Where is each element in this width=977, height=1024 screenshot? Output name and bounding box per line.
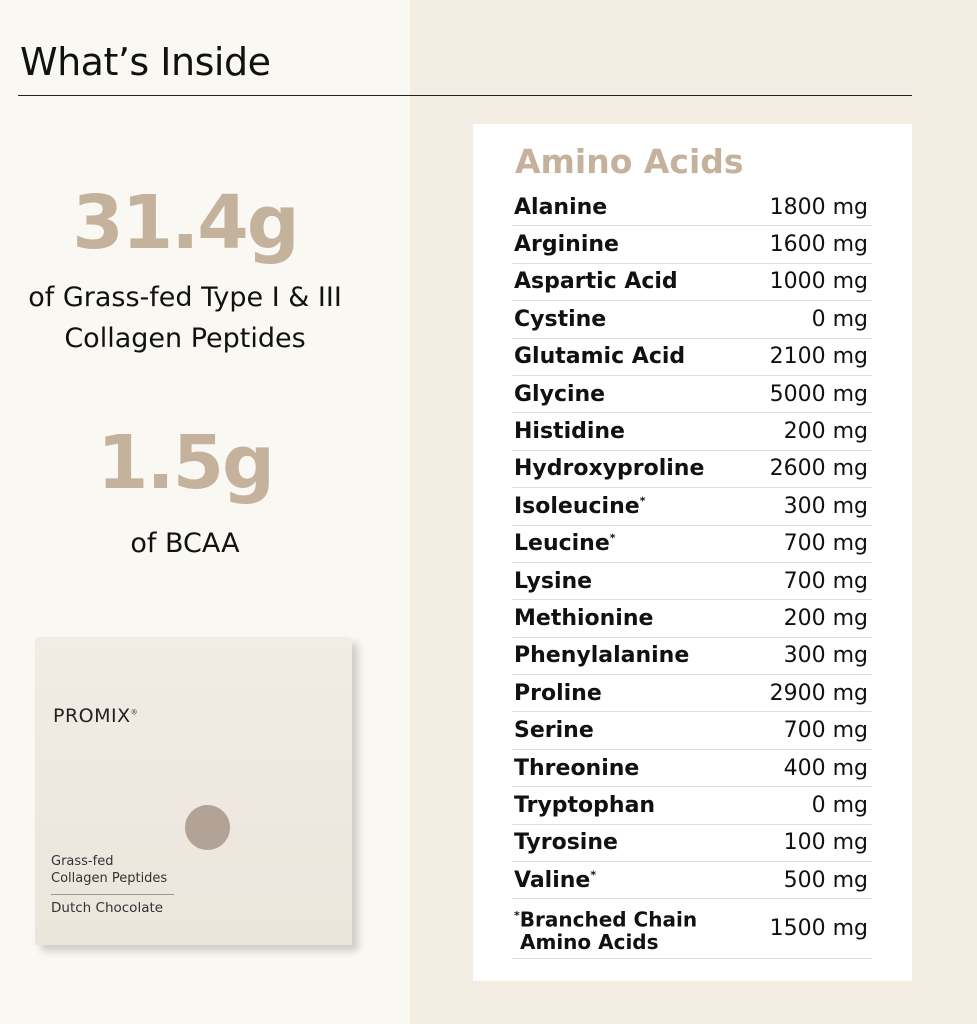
amino-value: 700 mg xyxy=(783,718,868,744)
amino-name: Methionine xyxy=(514,605,654,631)
table-row: Aspartic Acid 1000 mg xyxy=(512,264,872,302)
amino-name: Leucine* xyxy=(514,531,616,557)
amino-name: Arginine xyxy=(514,232,619,258)
amino-value: 100 mg xyxy=(783,830,868,856)
amino-value: 500 mg xyxy=(783,867,868,893)
amino-value: 300 mg xyxy=(783,643,868,669)
collagen-amount: 31.4g xyxy=(72,180,300,266)
table-row: Serine 700 mg xyxy=(512,712,872,750)
bcaa-value: 1500 mg xyxy=(769,916,868,942)
amino-name: Lysine xyxy=(514,568,593,594)
bcaa-label: of BCAA xyxy=(130,528,240,559)
amino-value: 200 mg xyxy=(783,419,868,445)
table-row: Glutamic Acid 2100 mg xyxy=(512,339,872,376)
amino-name: Aspartic Acid xyxy=(514,269,678,295)
table-row-bcaa: *Branched Chain Amino Acids 1500 mg xyxy=(512,899,872,960)
amino-value: 1600 mg xyxy=(769,232,868,258)
page-title: What’s Inside xyxy=(20,40,271,84)
table-row: Arginine 1600 mg xyxy=(512,226,872,264)
amino-value: 2900 mg xyxy=(769,680,868,706)
table-rows: Alanine 1800 mg Arginine 1600 mg Aspartic Ac… xyxy=(512,189,872,960)
amino-value: 0 mg xyxy=(811,306,868,332)
title-divider xyxy=(18,95,912,96)
amino-name: Phenylalanine xyxy=(514,643,690,669)
amino-value: 5000 mg xyxy=(769,381,868,407)
amino-name: Hydroxyproline xyxy=(514,456,705,482)
amino-value: 400 mg xyxy=(783,755,868,781)
amino-value: 700 mg xyxy=(783,531,868,557)
table-row: Alanine 1800 mg xyxy=(512,189,872,227)
table-row: Threonine 400 mg xyxy=(512,750,872,788)
amino-name: Serine xyxy=(514,718,594,744)
amino-name: Threonine xyxy=(514,755,640,781)
collagen-label-line2: Collagen Peptides xyxy=(64,323,306,354)
table-row: Proline 2900 mg xyxy=(512,675,872,713)
amino-value: 1000 mg xyxy=(769,269,868,295)
table-row: Methionine 200 mg xyxy=(512,600,872,638)
amino-name: Tyrosine xyxy=(514,830,618,856)
collagen-label-line1: of Grass-fed Type I & III xyxy=(28,282,342,313)
brand-logo: PROMIX® xyxy=(53,705,139,727)
amino-value: 2600 mg xyxy=(769,456,868,482)
amino-name: Glycine xyxy=(514,381,606,407)
table-title: Amino Acids xyxy=(515,142,744,181)
table-row: Phenylalanine 300 mg xyxy=(512,638,872,676)
amino-value: 200 mg xyxy=(783,605,868,631)
amino-value: 0 mg xyxy=(811,792,868,818)
amino-value: 1800 mg xyxy=(769,194,868,220)
table-row: Cystine 0 mg xyxy=(512,301,872,339)
amino-name: Alanine xyxy=(514,194,608,220)
table-row: Tyrosine 100 mg xyxy=(512,825,872,863)
amino-acids-table: Amino Acids Alanine 1800 mg Arginine 1600 m… xyxy=(473,124,912,981)
amino-name: Histidine xyxy=(514,419,625,445)
flavor-dot xyxy=(185,805,230,850)
product-bag-image: PROMIX® Grass-fed Collagen Peptides Dutch… xyxy=(35,637,352,945)
product-flavor: Dutch Chocolate xyxy=(51,900,164,916)
amino-name: Valine* xyxy=(514,867,597,893)
table-row: Hydroxyproline 2600 mg xyxy=(512,451,872,489)
table-row: Leucine* 700 mg xyxy=(512,526,872,563)
amino-value: 700 mg xyxy=(783,568,868,594)
table-row: Lysine 700 mg xyxy=(512,563,872,601)
amino-name: Cystine xyxy=(514,306,607,332)
amino-value: 2100 mg xyxy=(769,344,868,370)
table-row: Tryptophan 0 mg xyxy=(512,787,872,825)
table-row: Isoleucine* 300 mg xyxy=(512,488,872,526)
amino-value: 300 mg xyxy=(783,493,868,519)
bcaa-footnote: *Branched Chain Amino Acids xyxy=(514,907,698,955)
table-row: Valine* 500 mg xyxy=(512,862,872,900)
amino-name: Proline xyxy=(514,680,602,706)
table-row: Histidine 200 mg xyxy=(512,413,872,451)
bcaa-amount: 1.5g xyxy=(96,420,275,506)
amino-name: Tryptophan xyxy=(514,792,656,818)
collagen-label: of Grass-fed Type I & III Collagen Pepti… xyxy=(0,277,370,359)
bag-divider xyxy=(51,894,174,895)
product-name: Grass-fed Collagen Peptides xyxy=(51,854,168,886)
table-row: Glycine 5000 mg xyxy=(512,376,872,414)
amino-name: Isoleucine* xyxy=(514,493,646,519)
amino-name: Glutamic Acid xyxy=(514,344,686,370)
